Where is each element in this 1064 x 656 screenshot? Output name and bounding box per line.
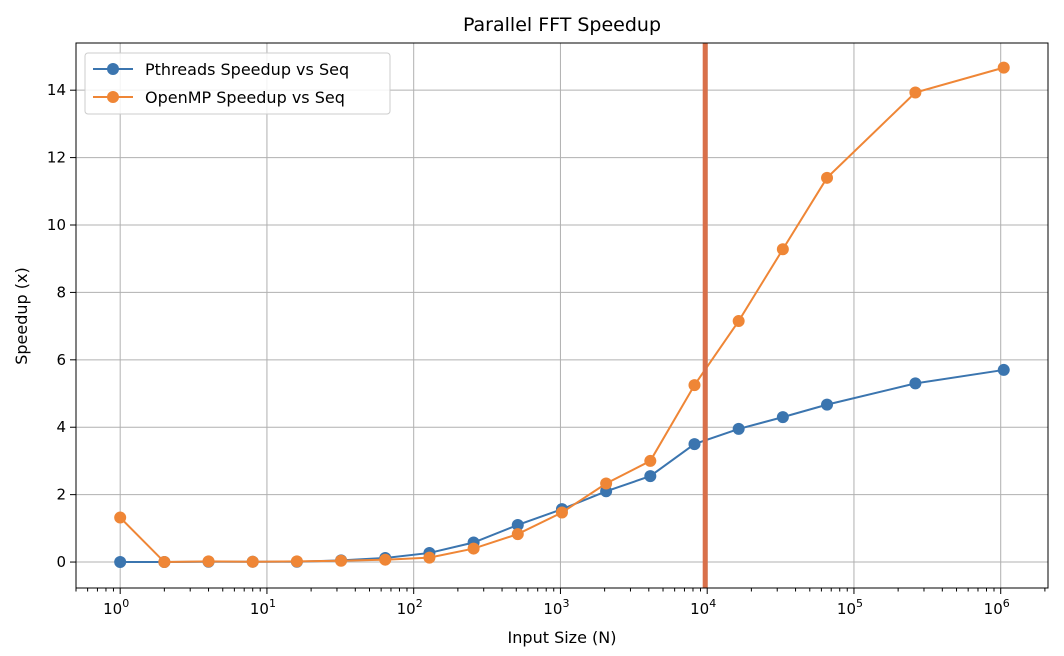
x-tick-label: 102 bbox=[397, 597, 423, 618]
data-point-1 bbox=[158, 556, 171, 569]
y-axis-label: Speedup (x) bbox=[12, 267, 31, 365]
y-tick-label: 14 bbox=[47, 81, 66, 99]
x-axis-label: Input Size (N) bbox=[508, 628, 617, 647]
legend-marker bbox=[107, 63, 119, 75]
data-point-1 bbox=[997, 61, 1010, 74]
data-point-0 bbox=[732, 422, 745, 435]
legend-marker bbox=[107, 91, 119, 103]
data-point-1 bbox=[467, 542, 480, 555]
x-tick-label: 105 bbox=[837, 597, 863, 618]
x-tick-label: 106 bbox=[984, 597, 1010, 618]
y-tick-label: 6 bbox=[56, 351, 66, 369]
data-point-0 bbox=[688, 438, 701, 451]
legend-box bbox=[84, 52, 391, 115]
data-point-1 bbox=[821, 171, 834, 184]
x-tick-label: 100 bbox=[103, 597, 129, 618]
data-point-0 bbox=[997, 363, 1010, 376]
data-point-0 bbox=[644, 470, 657, 483]
data-point-0 bbox=[511, 518, 524, 531]
data-point-1 bbox=[909, 86, 922, 99]
data-point-1 bbox=[290, 555, 303, 568]
data-point-0 bbox=[821, 398, 834, 411]
data-point-1 bbox=[688, 379, 701, 392]
legend: Pthreads Speedup vs Seq OpenMP Speedup vs… bbox=[84, 52, 391, 115]
series-line-1 bbox=[119, 66, 1005, 564]
data-point-1 bbox=[335, 554, 348, 567]
data-point-1 bbox=[644, 454, 657, 467]
data-point-1 bbox=[202, 555, 215, 568]
y-tick-label: 4 bbox=[56, 418, 66, 436]
data-point-1 bbox=[732, 315, 745, 328]
data-point-1 bbox=[423, 551, 436, 564]
axes: 100 101 102 103 104 105 106 0 2 4 6 8 10 12 14 bbox=[47, 42, 1049, 618]
data-point-1 bbox=[511, 528, 524, 541]
plot-frame bbox=[75, 42, 1049, 589]
series-line-0 bbox=[120, 368, 1004, 564]
data-point-1 bbox=[555, 506, 568, 519]
y-tick-label: 10 bbox=[47, 216, 66, 234]
x-tick-label: 104 bbox=[690, 597, 716, 618]
data-point-1 bbox=[246, 555, 259, 568]
y-tick-label: 12 bbox=[47, 149, 66, 167]
plot-marks bbox=[114, 43, 1010, 588]
data-point-1 bbox=[776, 243, 789, 256]
x-tick-label: 103 bbox=[543, 597, 569, 618]
data-point-0 bbox=[909, 377, 922, 390]
y-tick-label: 2 bbox=[56, 486, 66, 504]
data-point-1 bbox=[600, 477, 613, 490]
x-tick-label: 101 bbox=[250, 597, 276, 618]
data-point-1 bbox=[114, 511, 127, 524]
legend-label: OpenMP Speedup vs Seq bbox=[145, 88, 345, 107]
grid bbox=[76, 43, 1048, 588]
y-tick-label: 8 bbox=[56, 283, 66, 301]
data-point-1 bbox=[379, 553, 392, 566]
y-tick-label: 0 bbox=[56, 553, 66, 571]
data-point-0 bbox=[776, 411, 789, 424]
data-point-0 bbox=[114, 556, 127, 569]
legend-label: Pthreads Speedup vs Seq bbox=[145, 60, 349, 79]
chart-title: Parallel FFT Speedup bbox=[463, 14, 661, 36]
